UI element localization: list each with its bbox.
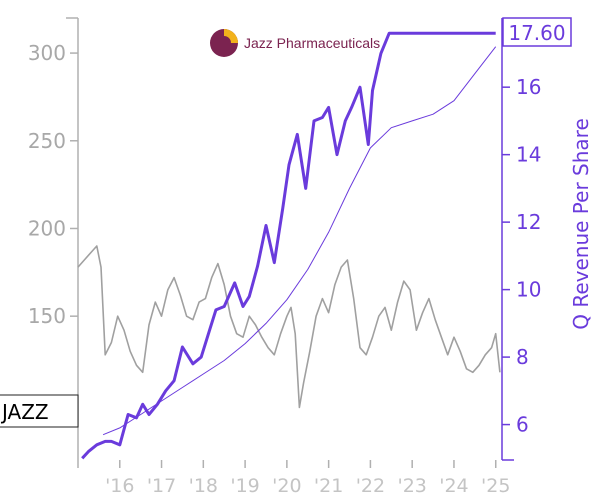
revenue-per-share-line [81, 31, 496, 460]
right-tick-label: 6 [516, 413, 529, 437]
x-tick-label: '24 [439, 475, 468, 497]
left-tick-label: 150 [28, 304, 66, 328]
price-line [77, 245, 501, 409]
left-tick-label: 250 [28, 129, 66, 153]
current-value-box [502, 17, 572, 47]
ticker-label: JAZZ [0, 400, 49, 424]
revenue-trend-line [102, 46, 497, 436]
company-logo: Jazz Pharmaceuticals [210, 29, 380, 57]
x-tick-label: '18 [189, 475, 218, 497]
x-tick-label: '23 [397, 475, 426, 497]
right-tick-label: 16 [516, 75, 541, 99]
right-tick-label: 14 [516, 143, 541, 167]
right-tick-label: 12 [516, 210, 541, 234]
right-axis-label: Q Revenue Per Share [569, 118, 593, 330]
x-tick-label: '17 [147, 475, 176, 497]
x-tick-label: '25 [481, 475, 510, 497]
right-tick-label: 10 [516, 278, 541, 302]
current-value-label: 17.60 [508, 21, 565, 45]
logo-text: Jazz Pharmaceuticals [244, 35, 380, 51]
logo-icon-accent [224, 29, 238, 43]
x-tick-label: '16 [105, 475, 134, 497]
right-tick-label: 8 [516, 345, 529, 369]
ticker-box [0, 394, 79, 428]
x-tick-label: '21 [314, 475, 343, 497]
x-tick-label: '20 [272, 475, 301, 497]
x-tick-label: '19 [230, 475, 259, 497]
left-tick-label: 300 [28, 41, 66, 65]
left-tick-label: 200 [28, 216, 66, 240]
x-tick-label: '22 [356, 475, 385, 497]
